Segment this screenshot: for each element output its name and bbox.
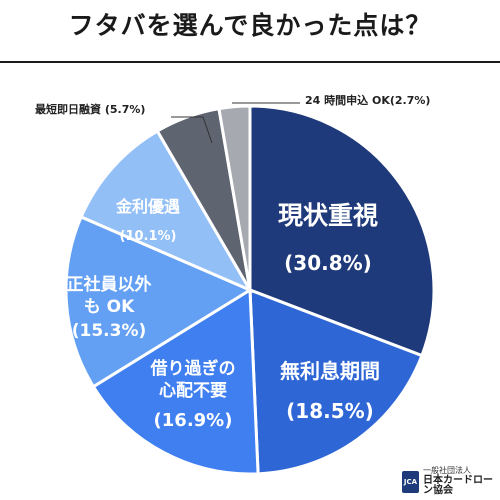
slice-label-3-line-0: 正社員以外	[67, 274, 152, 295]
pie-slice-1	[248, 287, 424, 476]
slice-label-3-line-1: も OK	[84, 297, 135, 317]
leader-line-5	[171, 116, 213, 144]
slice-value-4: (10.1%)	[120, 229, 177, 244]
pie-slice-0	[248, 104, 436, 358]
footer-line-1: 一般社団法人	[423, 466, 472, 476]
pie-slice-3	[64, 214, 254, 389]
slice-label-1-line-0: 無利息期間	[280, 359, 380, 383]
slice-label-2-line-1: 心配不要	[159, 381, 227, 401]
pie-slice-2	[91, 287, 260, 476]
pie-slice-6	[217, 104, 252, 291]
slice-label-5-line-0: 最短即日融資 (5.7%)	[35, 102, 145, 116]
footer-credit: JCA 一般社団法人 日本カードローン協会	[402, 466, 500, 497]
slice-label-4-line-0: 金利優遇	[115, 197, 180, 216]
slice-value-1: (18.5%)	[286, 399, 374, 423]
slice-value-3: (15.3%)	[72, 321, 147, 341]
slice-value-2: (16.9%)	[154, 410, 233, 431]
slice-value-0: (30.8%)	[284, 251, 372, 275]
jca-logo-icon: JCA	[402, 471, 420, 493]
footer-line-2: 日本カードローン協会	[423, 474, 494, 497]
slice-label-2-line-0: 借り過ぎの	[150, 358, 236, 379]
slice-label-6-line-0: 24 時間申込 OK(2.7%)	[305, 93, 430, 107]
footer-org-name: 一般社団法人 日本カードローン協会	[423, 466, 500, 497]
pie-slice-4	[79, 128, 254, 294]
slice-label-0-line-0: 現状重視	[278, 201, 378, 230]
title-divider	[0, 61, 500, 63]
chart-title: フタバを選んで良かった点は？	[68, 11, 432, 40]
